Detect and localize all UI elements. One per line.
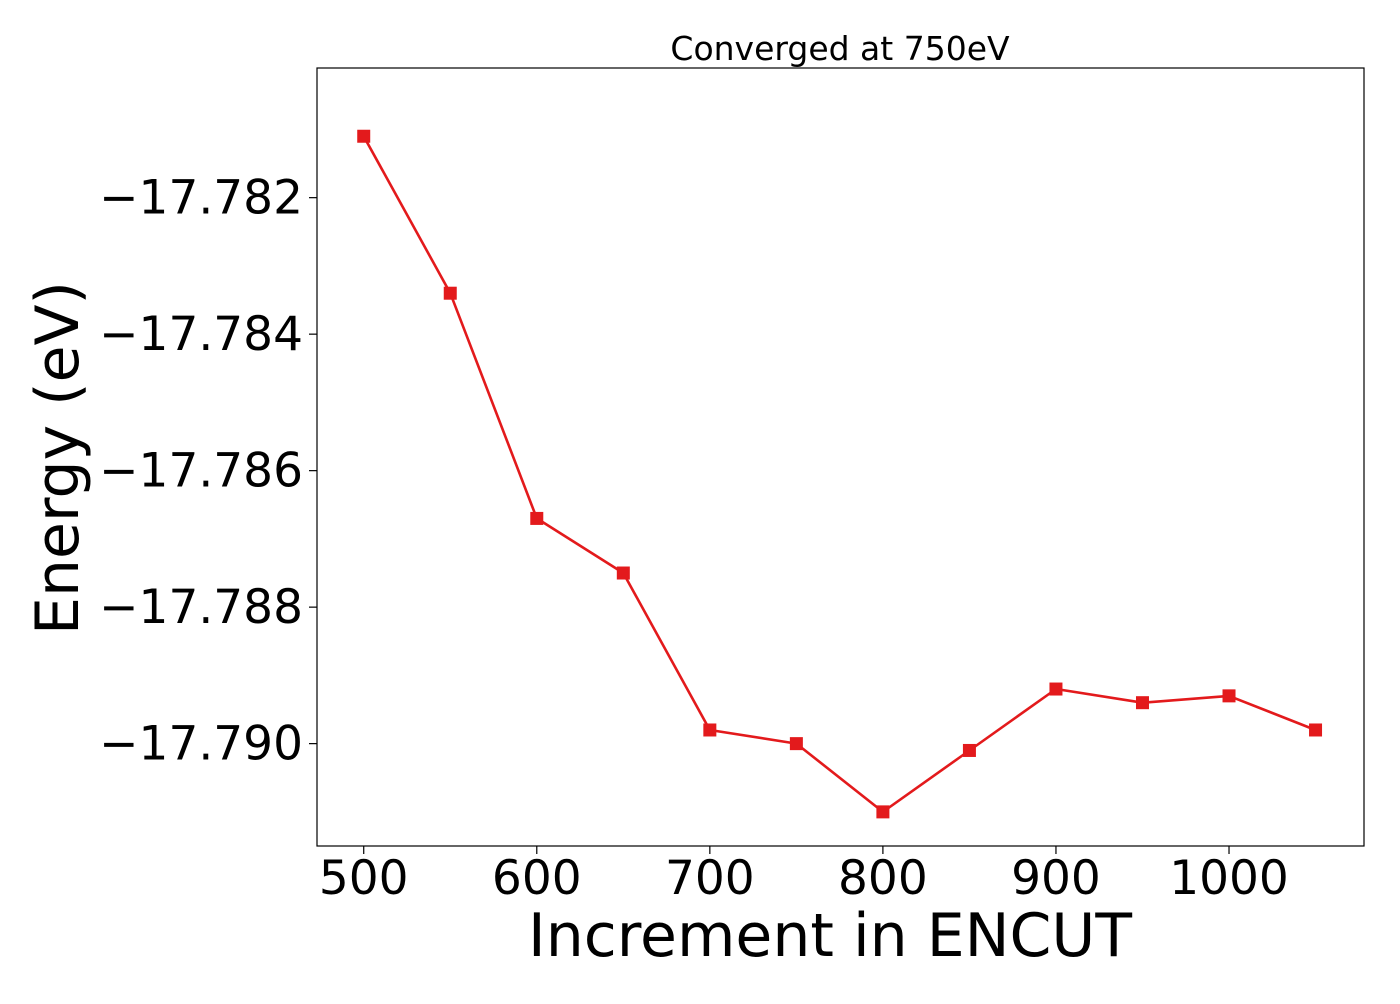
data-point-marker <box>876 805 890 819</box>
y-tick-label: −17.788 <box>99 580 303 635</box>
y-tick-label: −17.790 <box>99 717 303 772</box>
data-point-marker <box>1049 682 1063 696</box>
data-point-marker <box>789 737 803 751</box>
x-axis: 500 600 700 800 900 1000 <box>319 846 1289 906</box>
data-point-marker <box>703 723 717 737</box>
x-tick-label: 900 <box>1011 851 1101 906</box>
y-axis: −17.782 −17.784 −17.786 −17.788 −17.790 <box>99 171 317 772</box>
x-tick-label: 1000 <box>1169 851 1289 906</box>
y-tick-label: −17.784 <box>99 307 303 362</box>
data-point-marker <box>530 511 544 525</box>
y-axis-label: Energy (eV) <box>23 281 93 635</box>
data-point-marker <box>616 566 630 580</box>
chart-title: Converged at 750eV <box>670 29 1010 68</box>
data-point-marker <box>357 129 371 143</box>
plot-frame <box>316 67 1365 847</box>
x-tick-label: 800 <box>838 851 928 906</box>
x-tick-label: 500 <box>319 851 409 906</box>
x-tick-label: 700 <box>665 851 755 906</box>
y-tick-label: −17.786 <box>99 444 303 499</box>
series-layer <box>357 129 1323 819</box>
x-axis-label: Increment in ENCUT <box>528 901 1132 971</box>
data-point-marker <box>962 743 976 757</box>
data-point-marker <box>1135 696 1149 710</box>
data-point-marker <box>443 286 457 300</box>
y-tick-label: −17.782 <box>99 171 303 226</box>
series-line <box>362 135 1316 814</box>
data-point-marker <box>1222 689 1236 703</box>
x-tick-label: 600 <box>492 851 582 906</box>
data-point-marker <box>1309 723 1323 737</box>
plot-area <box>316 67 1365 847</box>
